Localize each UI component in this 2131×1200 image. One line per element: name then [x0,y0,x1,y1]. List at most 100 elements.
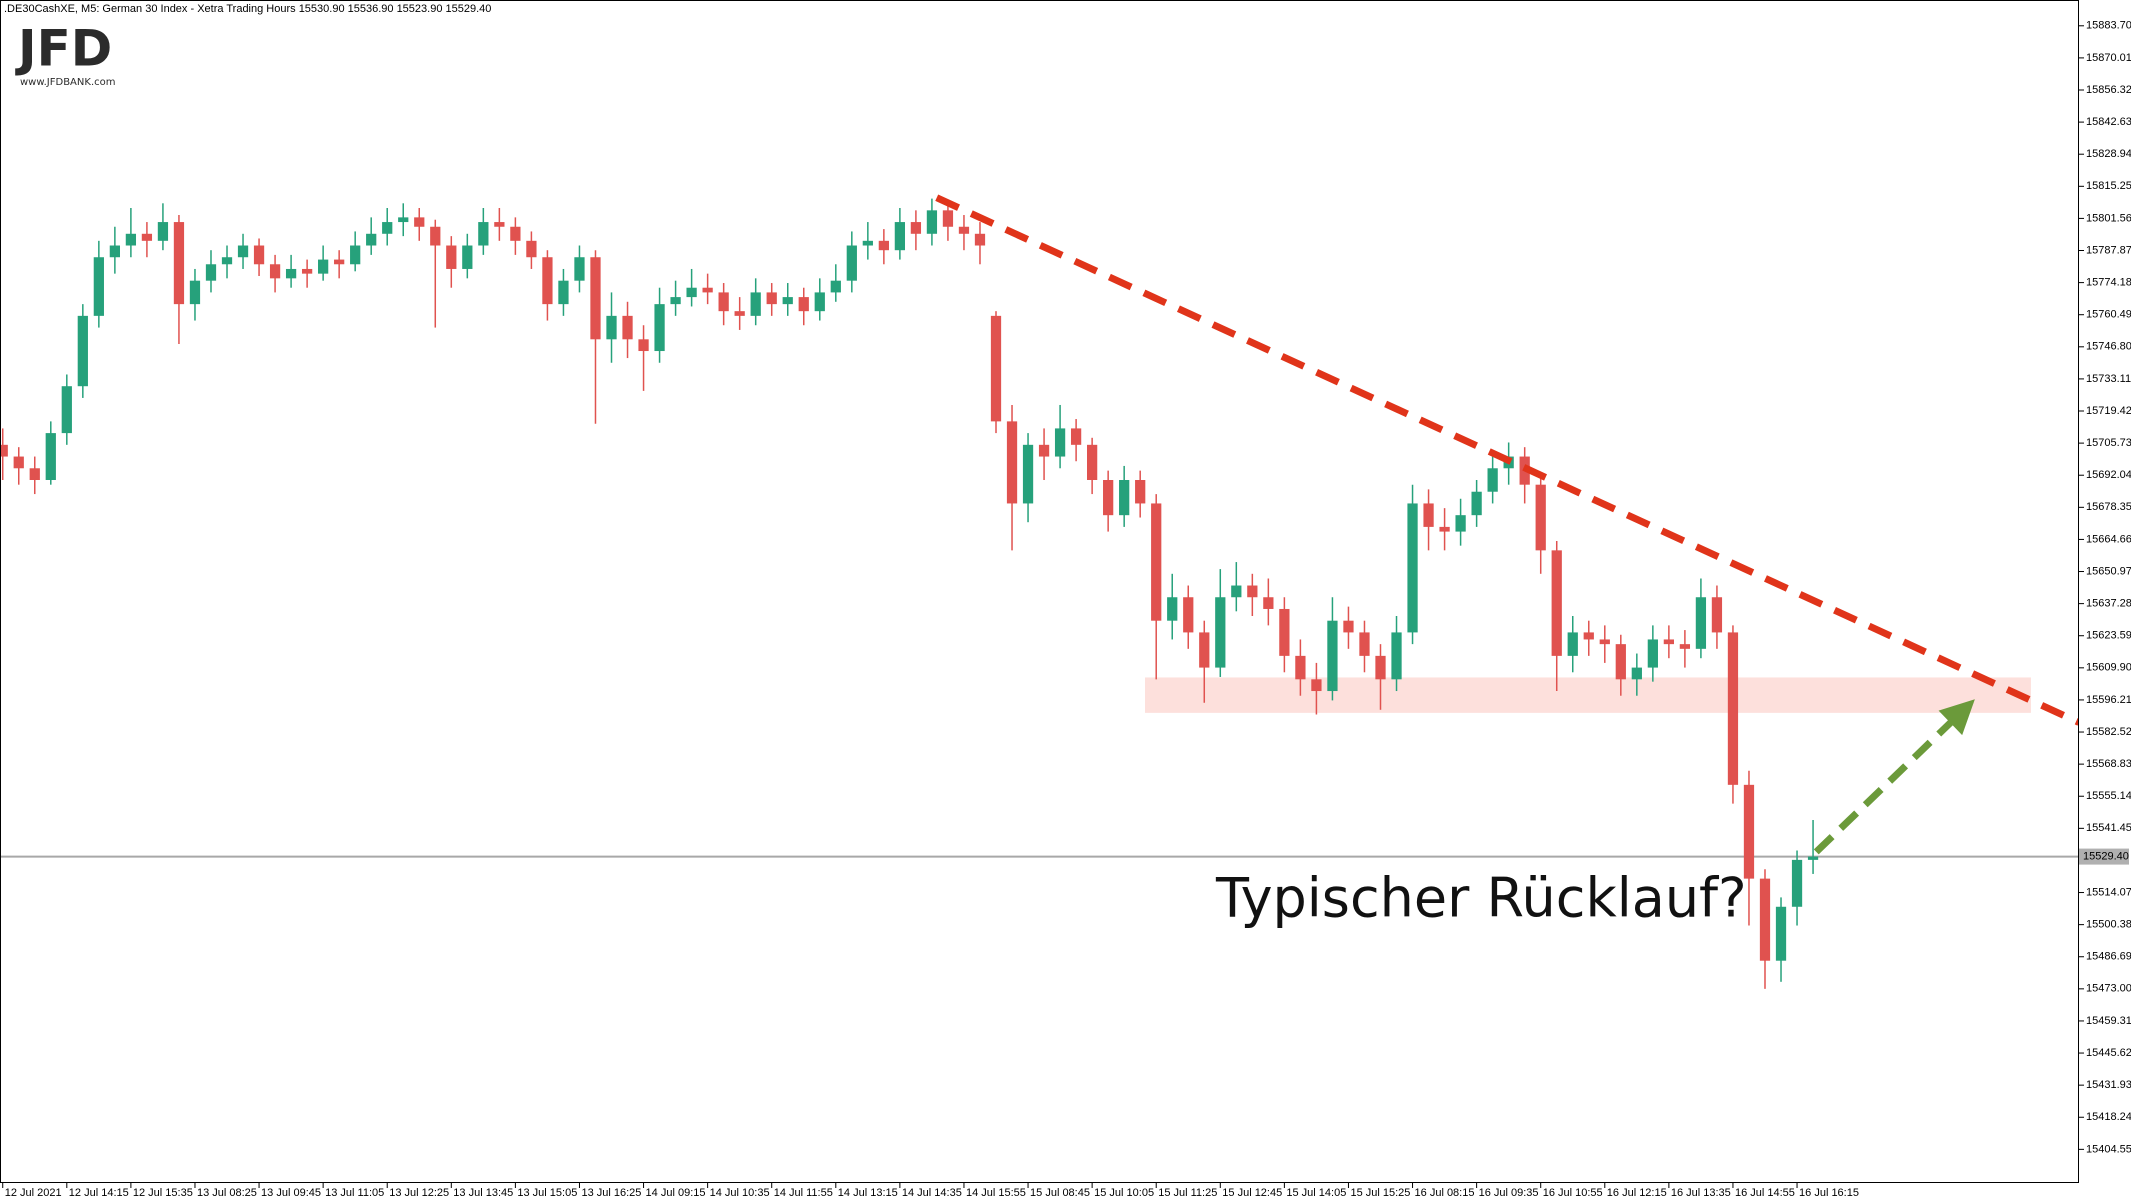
candle-body [718,292,729,312]
candle-body [574,257,585,281]
candle-body [862,240,873,246]
candle-body [1199,632,1210,668]
y-tick-label: 15473.00 [2086,983,2131,995]
y-tick-label: 15431.93 [2086,1079,2131,1091]
x-tick-label: 15 Jul 08:45 [1030,1187,1090,1199]
y-tick-label: 15541.45 [2086,822,2131,834]
candle-body [1215,597,1226,668]
y-tick-label: 15760.49 [2086,309,2131,321]
candle-body [1103,480,1114,516]
candle-body [173,222,185,305]
y-tick-label: 15514.07 [2086,886,2131,898]
candle-body [1327,620,1338,692]
y-tick-label: 15692.04 [2086,469,2131,481]
candle-body [1695,597,1707,649]
candle-body [1263,597,1274,609]
candle-body [1791,859,1803,907]
y-tick-label: 15733.11 [2086,373,2131,385]
candle-body [350,245,361,265]
candle-body [1279,608,1290,656]
plot-frame [0,0,2079,1183]
y-tick-label: 15555.14 [2086,790,2131,802]
candle-body [1727,632,1739,785]
x-tick-label: 15 Jul 11:25 [1158,1187,1217,1199]
y-tick-label: 15582.52 [2086,726,2131,738]
candle-body [1247,585,1258,598]
candle-body [1711,597,1723,633]
candle-body [301,268,313,274]
candle-body [1183,597,1194,633]
y-tick-label: 15404.55 [2086,1143,2131,1155]
candle-body [13,456,24,469]
last-price-box [2079,848,2129,865]
candle-body [1423,503,1434,527]
x-tick-label: 15 Jul 14:05 [1286,1187,1346,1199]
candle-body [1551,550,1562,656]
candle-body [1119,480,1130,516]
candle-body [702,287,713,293]
x-tick-label: 13 Jul 11:05 [325,1187,384,1199]
candle-body [430,226,441,246]
candle-body [990,315,1002,422]
candle-body [77,315,88,387]
candle-body [1455,515,1466,532]
x-tick-label: 12 Jul 2021 [5,1187,62,1199]
y-tick-label: 15650.97 [2086,565,2131,577]
candle-body [285,268,297,279]
arrow [1813,711,1962,855]
y-tick-label: 15568.83 [2086,758,2131,770]
candle-body [750,292,761,316]
candle-body [654,304,665,352]
candle-body [1647,639,1658,668]
candle-body [830,280,841,293]
last-price-label: 15529.40 [2083,850,2129,862]
candle-body [398,217,409,223]
candle-body [1343,620,1354,633]
candle-body [814,292,825,312]
candle-body [670,297,681,305]
candle-body [1471,491,1482,516]
candle-body [526,240,537,258]
candle-body [1359,632,1370,656]
y-tick-label: 15418.24 [2086,1111,2131,1123]
x-tick-label: 13 Jul 12:25 [389,1187,449,1199]
candle-body [1054,428,1066,457]
candle-body [942,210,954,227]
candle-body [782,297,793,305]
x-tick-label: 14 Jul 10:35 [710,1187,770,1199]
candle-body [141,233,153,241]
y-tick-label: 15678.35 [2086,501,2131,513]
candle-body [1583,632,1594,640]
candle-body [61,386,72,434]
x-tick-label: 13 Jul 08:25 [197,1187,257,1199]
candle-body [1535,484,1546,551]
y-tick-label: 15486.69 [2086,951,2131,963]
candle-body [1487,468,1498,492]
candle-body [1038,444,1050,457]
y-tick-label: 15787.87 [2086,244,2131,256]
candle-body [237,245,249,258]
candle-body [494,222,505,227]
candle-body [606,315,617,340]
support-zone [1144,677,2031,713]
candle-body [205,264,217,281]
candle-body [846,245,857,281]
candle-body [109,245,120,258]
chart-header: .DE30CashXE, M5: German 30 Index - Xetra… [4,3,491,15]
candle-body [1087,444,1098,481]
candle-body [734,311,745,316]
candle-body [1391,632,1402,680]
candle-body [958,226,970,234]
candle-body [1135,480,1146,504]
candle-body [974,233,986,246]
candle-body [1663,639,1674,645]
candle-body [1006,421,1018,504]
candle-body [638,339,649,352]
x-tick-label: 15 Jul 10:05 [1094,1187,1154,1199]
candle-body [1311,679,1322,692]
candle-body [1022,444,1034,504]
trendline [935,194,2079,726]
y-tick-label: 15842.63 [2086,116,2131,128]
x-tick-label: 13 Jul 09:45 [261,1187,321,1199]
y-tick-label: 15870.01 [2086,52,2131,64]
